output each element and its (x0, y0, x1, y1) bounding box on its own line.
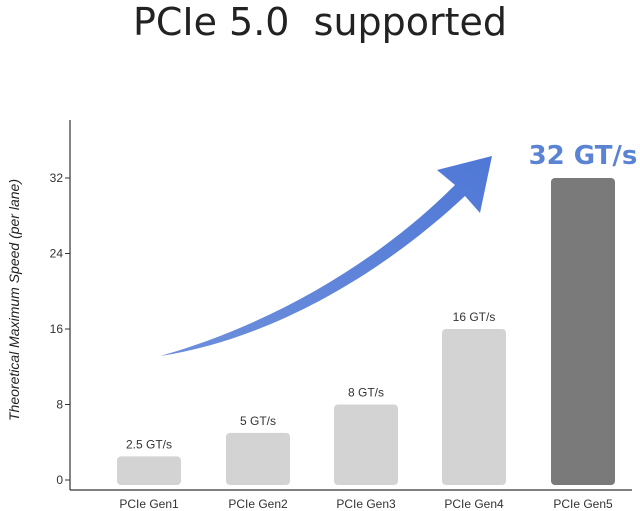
bars (117, 178, 615, 485)
x-tick-label: PCIe Gen3 (336, 497, 396, 511)
growth-arrow (160, 156, 492, 356)
data-label: 32 GT/s (529, 141, 638, 171)
data-label: 5 GT/s (240, 414, 276, 428)
x-tick-label: PCIe Gen2 (228, 497, 288, 511)
bar-pcie-gen5 (551, 178, 615, 485)
upward-arrow-icon (160, 156, 492, 356)
bar-pcie-gen4 (442, 329, 506, 485)
axes: 0 8 16 24 32 Theoretical Maximum Speed (per l… (6, 120, 632, 491)
data-label: 16 GT/s (453, 310, 496, 324)
y-tick-label: 16 (50, 322, 64, 336)
x-tick-label: PCIe Gen1 (119, 497, 179, 511)
y-tick-label: 0 (56, 473, 63, 487)
bar-pcie-gen1 (117, 456, 181, 485)
labels: 2.5 GT/s PCIe Gen1 5 GT/s PCIe Gen2 8 GT/s PC… (119, 141, 637, 511)
x-tick-label: PCIe Gen5 (553, 497, 613, 511)
data-label: 2.5 GT/s (126, 437, 172, 451)
y-axis-title: Theoretical Maximum Speed (per lane) (6, 179, 22, 421)
x-tick-label: PCIe Gen4 (444, 497, 504, 511)
y-tick-label: 32 (50, 171, 64, 185)
y-tick-label: 24 (50, 247, 64, 261)
bar-pcie-gen3 (334, 404, 398, 485)
y-tick-label: 8 (56, 398, 63, 412)
bar-pcie-gen2 (226, 432, 290, 485)
data-label: 8 GT/s (348, 386, 384, 400)
chart-title: PCIe 5.0 supported (132, 0, 508, 44)
